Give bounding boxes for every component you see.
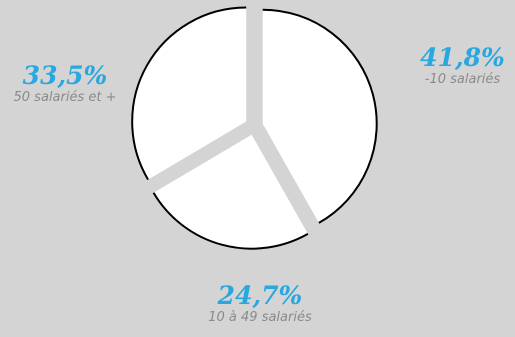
pie-slice-small-outline: [262, 8, 378, 224]
slice-percent: 41,8%: [420, 43, 505, 72]
slice-percent: 24,7%: [217, 281, 303, 310]
slice-category: 50 salariés et +: [13, 90, 117, 105]
pie-slice-medium: [153, 134, 308, 249]
pie-slice-small: [262, 9, 377, 223]
slice-category: -10 salariés: [424, 72, 501, 87]
slice-category: 10 à 49 salariés: [208, 310, 312, 325]
pie-slice-large-outline: [131, 6, 247, 181]
slice-label-small-companies: 41,8% -10 salariés: [410, 44, 515, 88]
slice-label-medium-companies: 24,7% 10 à 49 salariés: [190, 282, 330, 326]
slice-percent: 33,5%: [22, 61, 108, 90]
pie-slice-medium-outline: [152, 192, 309, 250]
pie-slice-large: [132, 7, 247, 180]
slice-label-large-companies: 33,5% 50 salariés et +: [0, 62, 130, 106]
